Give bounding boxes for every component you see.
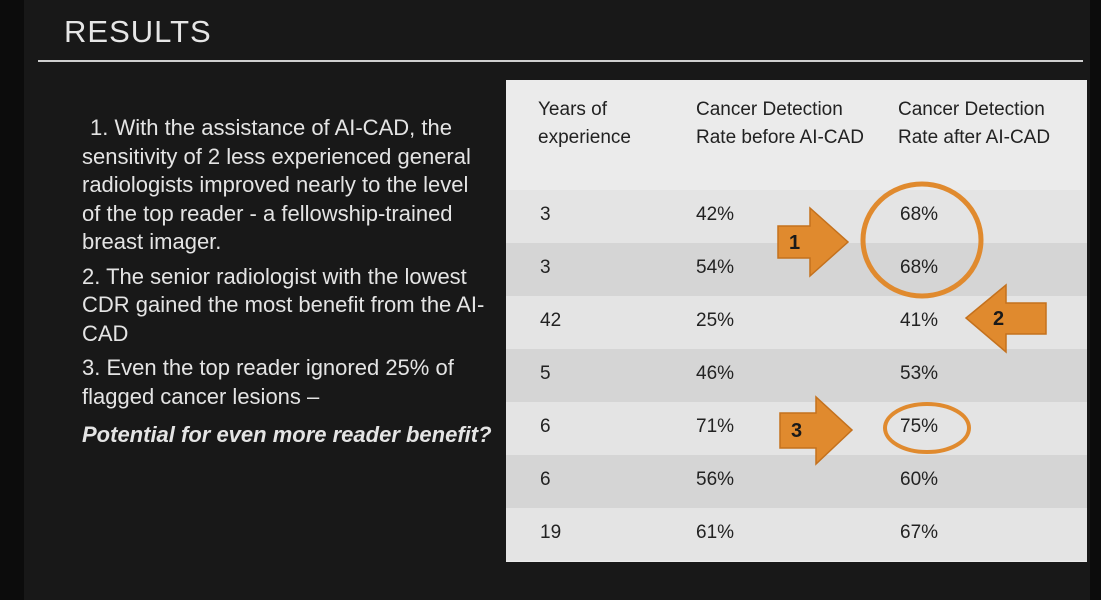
cell-years: 3 [540,257,551,278]
cell-years: 42 [540,310,562,331]
cell-before: 61% [696,522,735,543]
header-cdr-before: Cancer Detection Rate before AI-CAD [696,99,864,148]
arrow-label-1: 1 [789,232,801,254]
cell-years: 6 [540,469,551,490]
table-row: 6 56% 60% [506,455,1087,508]
cell-years: 19 [540,522,562,543]
table-row: 19 61% 67% [506,508,1087,561]
cell-years: 3 [540,204,551,225]
cell-after: 68% [900,204,939,225]
results-points: 1. With the assistance of AI-CAD, the se… [82,114,492,456]
cell-years: 5 [540,363,551,384]
point-1: 1. With the assistance of AI-CAD, the se… [82,115,471,254]
cell-after: 60% [900,469,939,490]
cell-before: 46% [696,363,735,384]
cell-after: 67% [900,522,939,543]
point-3: 3. Even the top reader ignored 25% of fl… [82,355,454,409]
header-cdr-after: Cancer Detection Rate after AI-CAD [898,99,1051,148]
header-years: Years of experience [538,99,631,148]
title-divider [38,60,1083,62]
cell-before: 71% [696,416,735,437]
table-row: 5 46% 53% [506,349,1087,402]
cell-years: 6 [540,416,551,437]
arrow-label-2: 2 [993,308,1005,330]
cell-before: 25% [696,310,735,331]
cell-before: 42% [696,204,735,225]
point-2: 2. The senior radiologist with the lowes… [82,263,485,346]
cell-after: 68% [900,257,939,278]
cell-after: 41% [900,310,939,331]
slide-title: RESULTS [64,14,212,49]
cell-after: 53% [900,363,939,384]
point-conclusion: Potential for even more reader benefit? [82,422,492,447]
cell-before: 54% [696,257,735,278]
arrow-label-3: 3 [791,420,803,442]
cell-after: 75% [900,416,939,437]
cell-before: 56% [696,469,735,490]
